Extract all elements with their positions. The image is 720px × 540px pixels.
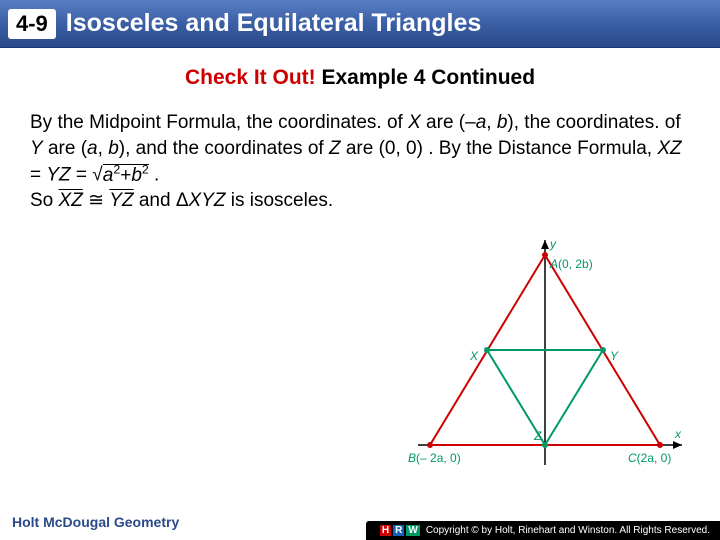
subtitle-black: Example 4 Continued [316, 66, 535, 89]
y-axis-label: y [549, 240, 557, 251]
body-paragraph: By the Midpoint Formula, the coordinates… [0, 90, 720, 214]
footer-copyright: HRW Copyright © by Holt, Rinehart and Wi… [366, 521, 720, 540]
lesson-title: Isosceles and Equilateral Triangles [66, 9, 481, 38]
x-axis-label: x [674, 427, 682, 441]
example-subtitle: Check It Out! Example 4 Continued [0, 66, 720, 90]
point-C: C(2a, 0) [628, 451, 671, 465]
point-Z: Z [533, 429, 542, 443]
point-B: B(– 2a, 0) [408, 451, 461, 465]
subtitle-red: Check It Out! [185, 66, 316, 89]
point-X: X [469, 349, 479, 363]
triangle-diagram: y x A(0, 2b) B(– 2a, 0) C(2a, 0) X Y Z [400, 240, 690, 485]
copyright-text: Copyright © by Holt, Rinehart and Winsto… [426, 525, 710, 536]
hrw-logo: HRW [380, 525, 420, 536]
diagram-svg: y x A(0, 2b) B(– 2a, 0) C(2a, 0) X Y Z [400, 240, 690, 485]
footer-brand: Holt McDougal Geometry [12, 514, 179, 530]
point-Y: Y [610, 349, 619, 363]
header-bar: 4-9 Isosceles and Equilateral Triangles [0, 0, 720, 48]
point-A: A(0, 2b) [549, 257, 593, 271]
lesson-number: 4-9 [8, 9, 56, 39]
